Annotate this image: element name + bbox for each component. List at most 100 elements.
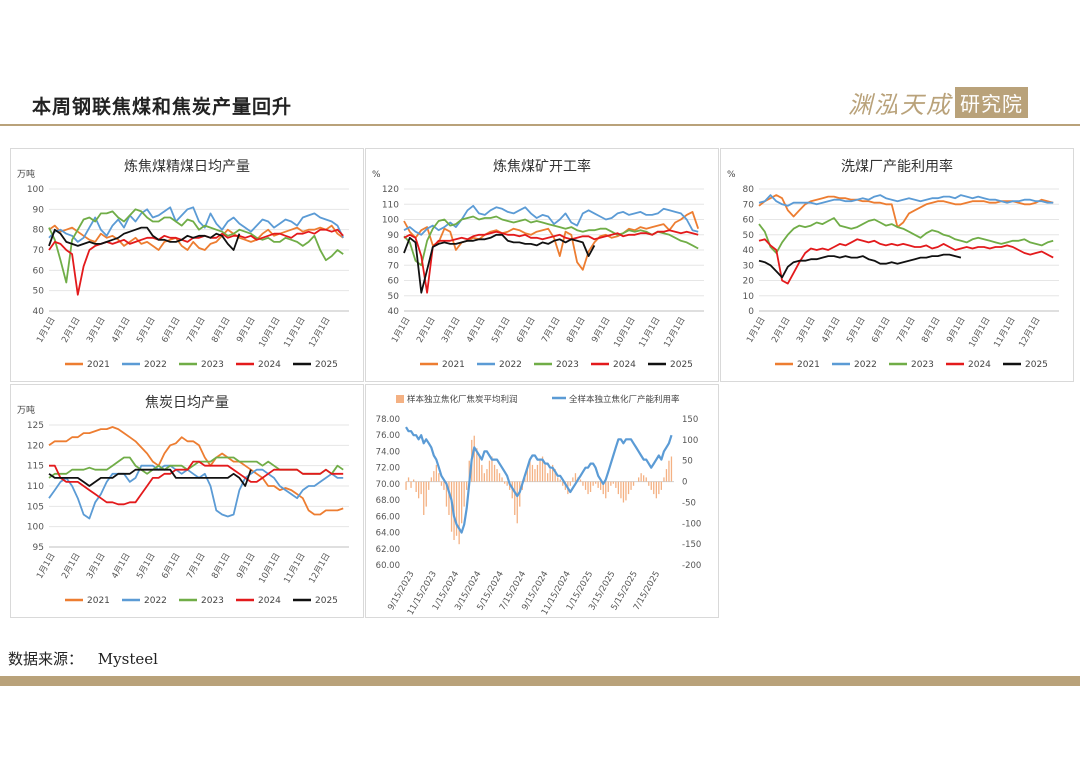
x-tick-label: 5月1日 [135, 316, 158, 345]
legend-label-2025: 2025 [315, 360, 338, 370]
profit-bar [625, 481, 627, 501]
right-y-tick-label: 100 [682, 436, 698, 446]
profit-bar [638, 477, 640, 482]
profit-bar [587, 481, 589, 495]
y-tick-label: 120 [382, 185, 399, 195]
profit-bar [595, 481, 597, 484]
utilization-line [405, 426, 673, 534]
left-y-tick-label: 64.00 [376, 529, 400, 539]
y-tick-label: 70 [743, 200, 755, 210]
series-line-2023 [758, 217, 1054, 254]
profit-bar [433, 471, 435, 482]
profit-bar [605, 481, 607, 499]
x-tick-label: 2月1日 [770, 316, 793, 345]
y-tick-label: 20 [743, 277, 755, 287]
x-tick-label: 10月1日 [612, 316, 637, 350]
profit-bar [493, 464, 496, 482]
x-tick-label: 8月1日 [565, 316, 588, 345]
profit-bar [615, 481, 617, 488]
profit-bar [445, 481, 448, 507]
profit-bar [498, 473, 501, 482]
right-y-tick-label: -150 [682, 540, 701, 550]
profit-bar [478, 456, 480, 482]
legend-label-2023: 2023 [201, 360, 224, 370]
x-tick-label: 2月1日 [415, 316, 438, 345]
y-tick-label: 40 [388, 307, 400, 317]
left-y-tick-label: 76.00 [376, 431, 400, 441]
profit-bar [405, 481, 407, 490]
left-y-tick-label: 78.00 [376, 415, 400, 425]
y-tick-label: 110 [382, 200, 399, 210]
series-line-2023 [48, 208, 344, 284]
y-tick-label: 10 [743, 292, 755, 302]
profit-bar [438, 473, 440, 482]
y-tick-label: 80 [743, 185, 755, 195]
x-tick-label: 6月1日 [160, 316, 183, 345]
legend-swatch-profit [396, 395, 404, 403]
profit-bar [584, 481, 587, 490]
profit-bar [541, 456, 544, 482]
x-tick-label: 5月1日 [845, 316, 868, 345]
x-tick-label: 9月1日 [235, 316, 258, 345]
legend-label-2022: 2022 [499, 360, 522, 370]
x-tick-label: 2月1日 [60, 552, 83, 581]
series-line-2024 [49, 460, 344, 506]
logo-main-text: 渊泓天成 [848, 90, 952, 119]
y-tick-label: 50 [388, 292, 400, 302]
y-unit-label: 万吨 [17, 404, 35, 416]
profit-bar [526, 469, 528, 482]
profit-bar [670, 456, 673, 482]
profit-bar [572, 477, 574, 482]
x-tick-label: 7月1日 [540, 316, 563, 345]
y-tick-label: 70 [388, 261, 400, 271]
profit-bar [496, 469, 498, 482]
y-tick-label: 40 [743, 246, 755, 256]
right-y-tick-label: -50 [682, 498, 696, 508]
legend-label-2025: 2025 [670, 360, 693, 370]
series-line-2021 [48, 224, 344, 251]
x-tick-label: 9月1日 [945, 316, 968, 345]
legend-label-2023: 2023 [911, 360, 934, 370]
y-tick-label: 30 [743, 261, 755, 271]
profit-bar [461, 481, 463, 524]
profit-bar [547, 473, 549, 482]
series-line-2025 [48, 468, 252, 487]
chart-panel-4: 焦炭日均产量 万吨 95 100 105 110 115 120 125 1月1日 2月1日 3月1日… [10, 384, 364, 618]
y-tick-label: 0 [748, 307, 754, 317]
y-tick-label: 100 [27, 523, 44, 533]
source-label: 数据来源： [8, 650, 84, 668]
y-tick-label: 110 [27, 482, 44, 492]
profit-bar [476, 448, 478, 482]
profit-bar [435, 464, 437, 482]
profit-bar [610, 481, 612, 486]
profit-bar [668, 460, 670, 482]
legend-label-2023: 2023 [556, 360, 579, 370]
x-tick-label: 7月1日 [185, 316, 208, 345]
profit-bar [643, 475, 645, 482]
profit-bar [425, 481, 427, 507]
x-tick-label: 1月1日 [745, 316, 768, 345]
profit-bar [407, 477, 410, 482]
x-tick-label: 12月1日 [662, 316, 687, 350]
legend-label-2022: 2022 [144, 596, 167, 606]
series-line-2022 [48, 206, 345, 243]
x-tick-label: 5月1日 [490, 316, 513, 345]
profit-bar [630, 481, 632, 490]
x-tick-label: 5月1日 [135, 552, 158, 581]
y-tick-label: 100 [382, 216, 399, 226]
legend-label-profit: 样本独立焦化厂焦炭平均利润 [407, 394, 518, 405]
profit-bar [597, 481, 599, 488]
chart-panel-2: 炼焦煤矿开工率% 40 50 60 70 80 90 100 110 120 1月1日 2月1日 3月1… [365, 148, 719, 382]
left-y-tick-label: 68.00 [376, 496, 400, 506]
left-y-tick-label: 74.00 [376, 447, 400, 457]
x-tick-label: 10月1日 [257, 316, 282, 350]
y-tick-label: 115 [27, 462, 44, 472]
y-tick-label: 80 [388, 246, 400, 256]
left-y-tick-label: 66.00 [376, 512, 400, 522]
profit-bar [600, 481, 602, 490]
x-tick-label: 2月1日 [60, 316, 83, 345]
right-y-tick-label: 0 [682, 478, 687, 488]
logo-box-text: 研究院 [955, 86, 1028, 118]
